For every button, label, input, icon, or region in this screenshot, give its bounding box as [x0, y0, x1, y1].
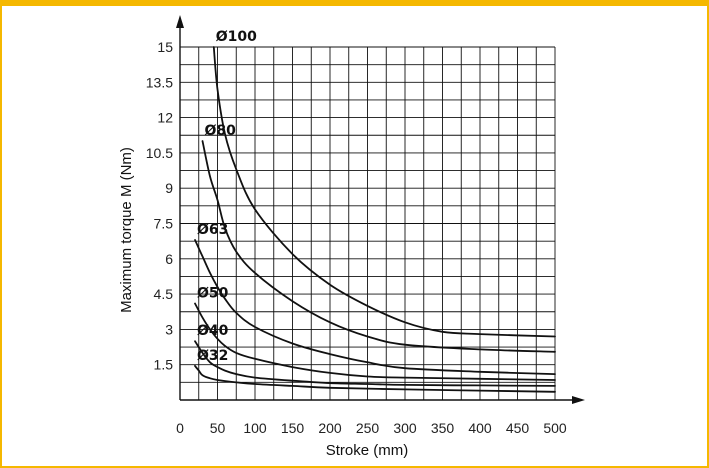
tick-labels: 0 50 100 150 200 250 300 350 400 450 500 1.5 3 4.5 6 7.…	[146, 39, 567, 436]
curves	[194, 46, 556, 393]
x-tick-label: 50	[210, 420, 226, 436]
y-tick-label: 4.5	[154, 286, 174, 302]
curve-4	[194, 302, 556, 381]
x-axis-title: Stroke (mm)	[326, 442, 409, 459]
curve-label: Ø100	[216, 29, 257, 45]
x-tick-label: 200	[318, 420, 342, 436]
y-axis-arrow	[176, 15, 184, 28]
x-tick-label: 450	[506, 420, 530, 436]
x-tick-label: 150	[281, 420, 305, 436]
x-tick-label: 350	[431, 420, 455, 436]
y-tick-label: 3	[165, 321, 173, 337]
y-axis-title: Maximum torque M (Nm)	[118, 147, 135, 313]
y-tick-label: 6	[165, 251, 173, 267]
grid	[180, 46, 556, 400]
curve-6	[194, 365, 556, 393]
x-tick-label: 500	[543, 420, 567, 436]
y-tick-label: 12	[157, 110, 173, 126]
x-tick-label: 250	[356, 420, 380, 436]
curve-1	[212, 46, 556, 338]
curve-label: Ø63	[197, 222, 228, 238]
x-tick-label: 100	[243, 420, 267, 436]
y-tick-label: 10.5	[146, 145, 173, 161]
curve-label: Ø32	[197, 348, 228, 364]
curve-5	[194, 340, 556, 387]
y-tick-label: 7.5	[154, 216, 174, 232]
axes	[176, 15, 585, 404]
x-tick-label: 400	[468, 420, 492, 436]
y-tick-label: 9	[165, 180, 173, 196]
curve-3	[194, 239, 556, 375]
x-axis-arrow	[572, 396, 585, 404]
curve-2	[201, 140, 556, 353]
y-tick-label: 13.5	[146, 74, 173, 90]
x-tick-label: 0	[176, 420, 184, 436]
y-tick-label: 15	[157, 39, 173, 55]
curve-label: Ø50	[197, 286, 229, 302]
y-tick-label: 1.5	[154, 357, 174, 373]
curve-label: Ø40	[197, 323, 229, 339]
x-tick-label: 300	[393, 420, 417, 436]
curve-labels: Ø100 Ø80 Ø63 Ø50 Ø40 Ø32	[197, 29, 257, 364]
curve-label: Ø80	[205, 123, 237, 139]
